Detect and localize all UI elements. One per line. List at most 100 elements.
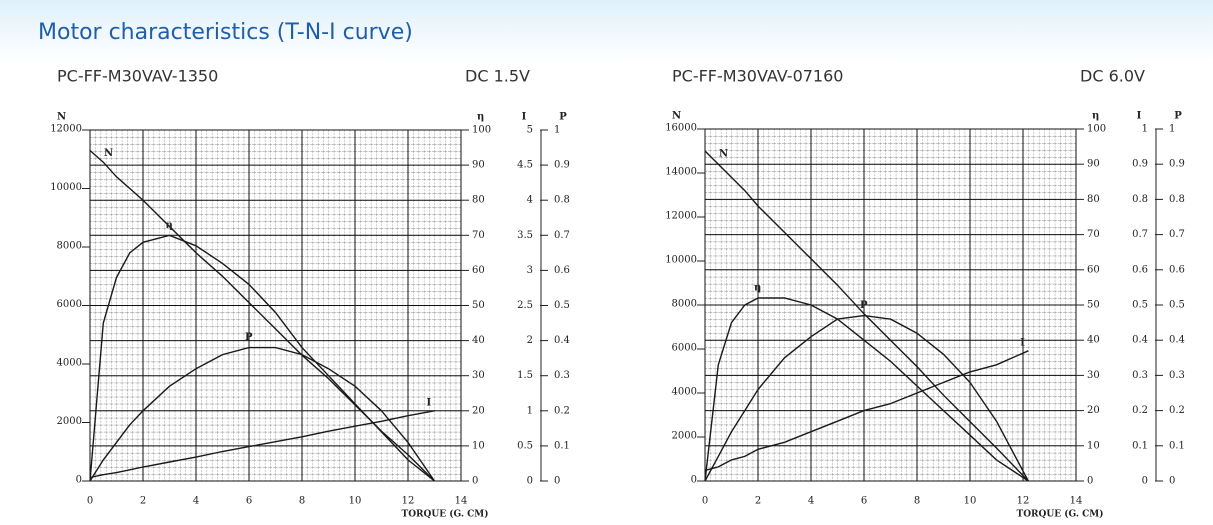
y3-tick-label: 2.5 [517,300,533,311]
y4-tick-label: 0.5 [1169,300,1185,311]
y3-tick-label: 4 [527,195,533,206]
curve [89,234,435,482]
curve-label: η [166,220,173,231]
y4-tick-label: 1 [1169,124,1175,135]
y3-tick-label: 4.5 [517,160,533,171]
x-tick-label: 2 [140,496,146,507]
y-tick-label: 14000 [665,167,697,178]
y-tick-label: 2000 [672,431,697,442]
y3-tick-label: 3.5 [517,230,533,241]
y3-tick-label: 0.4 [1132,335,1148,346]
y3-tick-label: 2 [527,335,533,346]
y4-tick-label: 0.2 [1169,405,1185,416]
y4-tick-label: 0.4 [1169,335,1185,346]
x-tick-label: 6 [246,496,252,507]
y4-tick-label: 0.6 [1169,264,1185,275]
x-tick-label: 10 [964,496,977,507]
y4-tick-label: 0.3 [1169,370,1185,381]
y4-tick-label: 1 [554,125,560,136]
y4-axis-label: P [559,112,567,123]
y-tick-label: 4000 [57,358,82,369]
y4-tick-label: 0.9 [1169,159,1185,170]
x-tick-label: 6 [861,496,867,507]
y4-tick-label: 0.5 [554,300,570,311]
y2-tick-label: 40 [472,335,485,346]
y3-tick-label: 0 [527,476,533,487]
x-tick-label: 4 [193,496,199,507]
y2-tick-label: 30 [1087,370,1100,381]
x-tick-label: 8 [914,496,920,507]
y2-tick-label: 40 [1087,335,1100,346]
y-tick-label: 10000 [50,182,82,193]
y2-tick-label: 90 [472,160,485,171]
y4-tick-label: 0.1 [1169,440,1185,451]
y3-tick-label: 0.5 [517,440,533,451]
curve [704,314,1029,482]
y2-axis-label: η [1092,111,1099,122]
y2-tick-label: 100 [1087,124,1106,135]
x-tick-label: 12 [402,496,415,507]
y4-tick-label: 0.9 [554,160,570,171]
y4-tick-label: 0 [554,476,560,487]
curve-label: N [104,148,113,159]
y-tick-label: 4000 [672,387,697,398]
y-tick-label: 12000 [50,124,82,135]
y3-axis-label: I [1137,111,1142,122]
y4-tick-label: 0.6 [554,265,570,276]
y-tick-label: 6000 [57,299,82,310]
y4-tick-label: 0 [1169,476,1175,487]
x-tick-label: 2 [755,496,761,507]
y3-tick-label: 3 [527,265,533,276]
y3-tick-label: 1 [1142,124,1148,135]
y2-tick-label: 100 [472,125,491,136]
y4-tick-label: 0.8 [554,195,570,206]
y3-tick-label: 0.8 [1132,194,1148,205]
y2-tick-label: 20 [472,405,485,416]
y2-tick-label: 60 [1087,264,1100,275]
y-tick-label: 16000 [665,123,697,134]
y-tick-label: 0 [691,475,697,486]
y2-tick-label: 10 [472,440,485,451]
y2-axis-label: η [477,112,484,123]
y2-tick-label: 10 [1087,440,1100,451]
y2-tick-label: 50 [1087,300,1100,311]
y2-tick-label: 90 [1087,159,1100,170]
y2-tick-label: 70 [1087,229,1100,240]
x-axis-label: TORQUE (G. CM) [402,509,489,520]
y2-tick-label: 80 [472,195,485,206]
curve-label: P [245,332,253,343]
chart-title: PC-FF-M30VAV-07160 [672,67,843,86]
x-tick-label: 12 [1017,496,1030,507]
y4-tick-label: 0.3 [554,370,570,381]
y3-tick-label: 0 [1142,476,1148,487]
curve-label: P [860,300,868,311]
x-tick-label: 0 [87,496,93,507]
chart-subtitle: DC 6.0V [1080,67,1145,86]
y-tick-label: 10000 [665,255,697,266]
chart-title: PC-FF-M30VAV-1350 [57,67,218,86]
y-tick-label: 8000 [57,241,82,252]
y2-tick-label: 50 [472,300,485,311]
curve-label: N [719,149,728,160]
x-tick-label: 0 [702,496,708,507]
y3-tick-label: 0.9 [1132,159,1148,170]
y2-tick-label: 60 [472,265,485,276]
y4-tick-label: 0.1 [554,440,570,451]
x-tick-label: 14 [455,496,468,507]
x-axis-label: TORQUE (G. CM) [1017,509,1104,520]
y3-tick-label: 0.3 [1132,370,1148,381]
y2-tick-label: 80 [1087,194,1100,205]
y-tick-label: 8000 [672,299,697,310]
y-axis-label: N [57,112,66,123]
y4-tick-label: 0.8 [1169,194,1185,205]
y3-tick-label: 0.5 [1132,300,1148,311]
y2-tick-label: 20 [1087,405,1100,416]
curve [89,410,435,479]
x-tick-label: 14 [1070,496,1083,507]
curve-label: I [427,397,432,408]
curve-label: I [1020,337,1025,348]
y-tick-label: 12000 [665,211,697,222]
y4-axis-label: P [1174,111,1182,122]
x-tick-label: 10 [349,496,362,507]
